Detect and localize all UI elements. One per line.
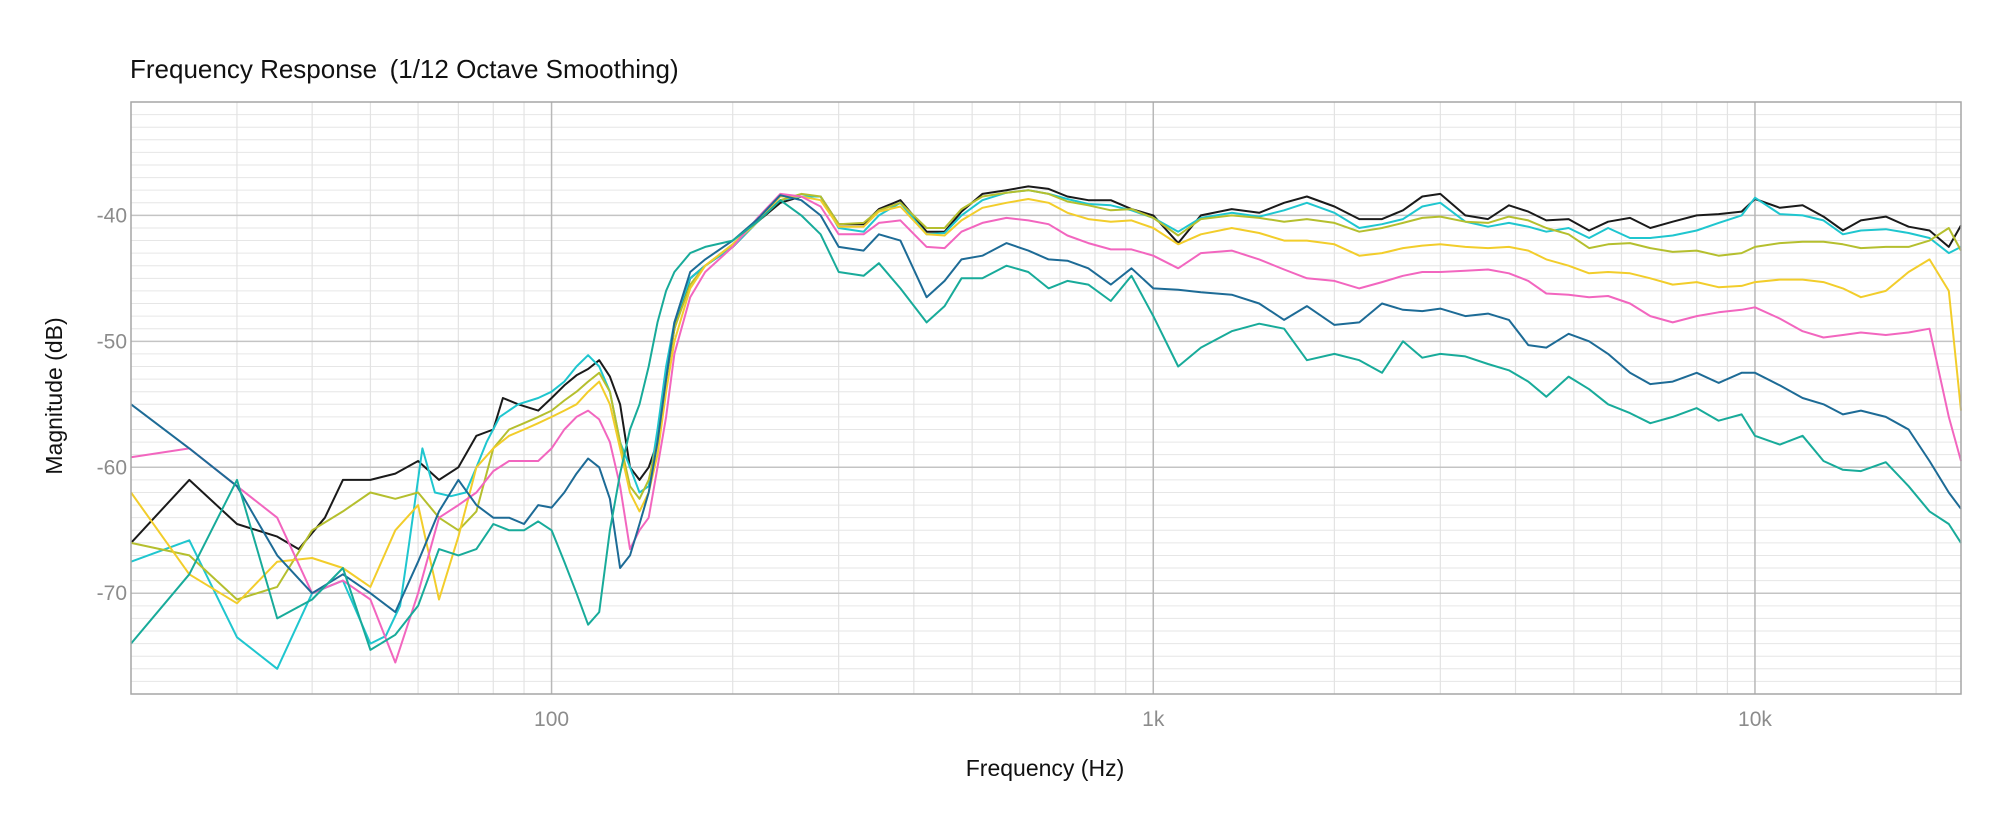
series-line-4 — [130, 195, 1962, 605]
chart-title: Frequency Response (1/12 Octave Smoothin… — [130, 54, 679, 84]
series-lines — [130, 185, 1962, 670]
y-tick-label: -70 — [97, 582, 127, 605]
plot-frame — [130, 101, 1962, 695]
series-line-6 — [130, 194, 1962, 614]
x-tick-labels: 100 1k 10k — [534, 708, 1772, 731]
y-tick-labels: -40 -50 -60 -70 — [97, 204, 127, 605]
grid-lines — [131, 101, 1961, 695]
y-tick-label: -40 — [97, 204, 127, 227]
x-tick-label: 100 — [534, 708, 569, 731]
series-line-3 — [130, 189, 1962, 601]
series-line-7 — [130, 199, 1962, 651]
series-line-2 — [130, 189, 1962, 670]
x-tick-label: 10k — [1738, 708, 1772, 731]
chart-title-main: Frequency Response — [130, 54, 377, 84]
x-tick-label: 1k — [1142, 708, 1165, 731]
y-tick-label: -50 — [97, 330, 127, 353]
y-axis-label: Magnitude (dB) — [41, 317, 67, 474]
y-tick-label: -60 — [97, 456, 127, 479]
series-line-5 — [130, 192, 1962, 664]
x-axis-label: Frequency (Hz) — [966, 755, 1124, 781]
series-line-1 — [130, 185, 1962, 551]
chart-title-sub: (1/12 Octave Smoothing) — [390, 54, 679, 84]
